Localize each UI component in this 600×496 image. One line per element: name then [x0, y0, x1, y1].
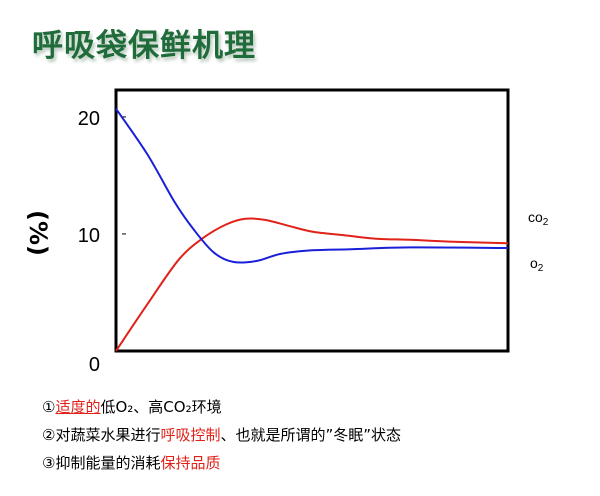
legend-co2-text: co — [528, 209, 543, 225]
note-1-highlight: 适度的 — [55, 398, 101, 416]
y-tick-label-0: 0 — [89, 354, 100, 376]
notes-list: ①适度的低O₂、高CO₂环境 ②对蔬菜水果进行呼吸控制、也就是所谓的”冬眠”状态… — [42, 396, 401, 480]
y-axis-label: (%) — [24, 210, 52, 256]
series-line-o2 — [115, 108, 509, 264]
plot-frame — [114, 88, 510, 353]
note-item-2: ②对蔬菜水果进行呼吸控制、也就是所谓的”冬眠”状态 — [42, 424, 401, 452]
legend-o2: o2 — [530, 255, 543, 274]
y-tick-label-20: 20 — [78, 108, 100, 130]
legend-o2-sub: 2 — [537, 263, 544, 274]
page-title: 呼吸袋保鲜机理 — [32, 28, 256, 64]
legend-co2-sub: 2 — [542, 217, 549, 228]
note-2-highlight: 呼吸控制 — [160, 426, 221, 444]
note-item-1: ①适度的低O₂、高CO₂环境 — [42, 396, 401, 424]
note-3-prefix: ③抑制能量的消耗 — [42, 454, 161, 472]
series-line-co2 — [115, 217, 509, 352]
note-2-prefix: ②对蔬菜水果进行 — [42, 426, 161, 444]
note-2-rest: 、也就是所谓的”冬眠”状态 — [220, 426, 402, 444]
note-1-rest: 低O₂、高CO₂环境 — [100, 398, 222, 416]
note-1-prefix: ① — [42, 398, 56, 416]
y-tick-label-10: 10 — [78, 225, 100, 247]
legend-o2-text: o — [530, 255, 538, 271]
legend-co2: co2 — [528, 209, 548, 228]
note-3-highlight: 保持品质 — [160, 454, 221, 472]
note-item-3: ③抑制能量的消耗保持品质 — [42, 452, 401, 480]
